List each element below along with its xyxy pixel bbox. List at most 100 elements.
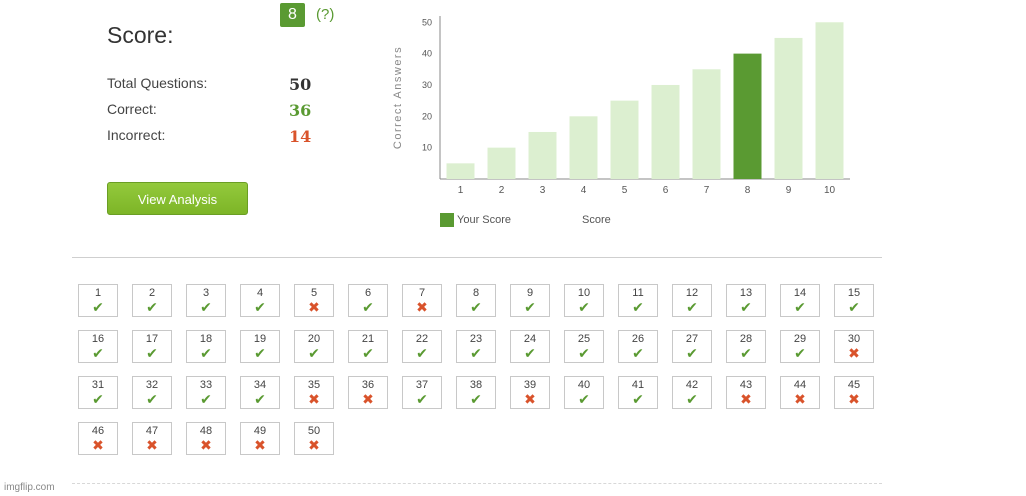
question-box[interactable]: 26 ✔ xyxy=(618,330,658,363)
question-box[interactable]: 25 ✔ xyxy=(564,330,604,363)
question-number: 19 xyxy=(253,333,267,345)
cross-icon: ✖ xyxy=(848,345,860,361)
total-questions-value: 50 xyxy=(289,75,312,94)
view-analysis-button[interactable]: View Analysis xyxy=(107,182,248,215)
question-box[interactable]: 30 ✖ xyxy=(834,330,874,363)
question-number: 15 xyxy=(847,287,861,299)
question-number: 33 xyxy=(199,379,213,391)
question-box[interactable]: 5 ✖ xyxy=(294,284,334,317)
question-box[interactable]: 3 ✔ xyxy=(186,284,226,317)
question-box[interactable]: 14 ✔ xyxy=(780,284,820,317)
question-box[interactable]: 27 ✔ xyxy=(672,330,712,363)
cross-icon: ✖ xyxy=(146,437,158,453)
check-icon: ✔ xyxy=(470,345,482,361)
bar-1 xyxy=(446,163,475,179)
cross-icon: ✖ xyxy=(416,299,428,315)
question-box[interactable]: 29 ✔ xyxy=(780,330,820,363)
check-icon: ✔ xyxy=(146,345,158,361)
question-number: 9 xyxy=(526,287,534,299)
question-box[interactable]: 22 ✔ xyxy=(402,330,442,363)
question-box[interactable]: 44 ✖ xyxy=(780,376,820,409)
cross-icon: ✖ xyxy=(254,437,266,453)
question-box[interactable]: 13 ✔ xyxy=(726,284,766,317)
question-box[interactable]: 2 ✔ xyxy=(132,284,172,317)
question-box[interactable]: 7 ✖ xyxy=(402,284,442,317)
check-icon: ✔ xyxy=(470,299,482,315)
question-box[interactable]: 36 ✖ xyxy=(348,376,388,409)
score-distribution-chart: 10 20 30 40 50 Correct Answers 1 2 3 4 5 6 7 8 9 10 xyxy=(392,16,850,196)
cross-icon: ✖ xyxy=(92,437,104,453)
question-box[interactable]: 49 ✖ xyxy=(240,422,280,455)
bar-3 xyxy=(528,131,557,179)
question-box[interactable]: 4 ✔ xyxy=(240,284,280,317)
cross-icon: ✖ xyxy=(200,437,212,453)
question-box[interactable]: 39 ✖ xyxy=(510,376,550,409)
incorrect-value: 14 xyxy=(289,127,312,146)
question-number: 50 xyxy=(307,425,321,437)
question-number: 31 xyxy=(91,379,105,391)
check-icon: ✔ xyxy=(92,391,104,407)
question-box[interactable]: 40 ✔ xyxy=(564,376,604,409)
question-box[interactable]: 9 ✔ xyxy=(510,284,550,317)
question-box[interactable]: 17 ✔ xyxy=(132,330,172,363)
question-box[interactable]: 24 ✔ xyxy=(510,330,550,363)
question-box[interactable]: 1 ✔ xyxy=(78,284,118,317)
question-box[interactable]: 32 ✔ xyxy=(132,376,172,409)
check-icon: ✔ xyxy=(848,299,860,315)
question-box[interactable]: 16 ✔ xyxy=(78,330,118,363)
question-number: 7 xyxy=(418,287,426,299)
check-icon: ✔ xyxy=(200,391,212,407)
bar-2 xyxy=(487,147,516,179)
check-icon: ✔ xyxy=(794,345,806,361)
question-box[interactable]: 47 ✖ xyxy=(132,422,172,455)
question-box[interactable]: 12 ✔ xyxy=(672,284,712,317)
help-question-mark[interactable]: ? xyxy=(321,6,330,23)
check-icon: ✔ xyxy=(92,299,104,315)
question-box[interactable]: 34 ✔ xyxy=(240,376,280,409)
question-box[interactable]: 38 ✔ xyxy=(456,376,496,409)
check-icon: ✔ xyxy=(524,299,536,315)
question-box[interactable]: 45 ✖ xyxy=(834,376,874,409)
question-box[interactable]: 21 ✔ xyxy=(348,330,388,363)
question-box[interactable]: 18 ✔ xyxy=(186,330,226,363)
check-icon: ✔ xyxy=(578,345,590,361)
question-box[interactable]: 35 ✖ xyxy=(294,376,334,409)
question-box[interactable]: 46 ✖ xyxy=(78,422,118,455)
cross-icon: ✖ xyxy=(362,391,374,407)
question-box[interactable]: 41 ✔ xyxy=(618,376,658,409)
question-number: 14 xyxy=(793,287,807,299)
question-box[interactable]: 50 ✖ xyxy=(294,422,334,455)
question-box[interactable]: 23 ✔ xyxy=(456,330,496,363)
question-box[interactable]: 10 ✔ xyxy=(564,284,604,317)
question-number: 11 xyxy=(632,287,644,299)
x-tick-label: 4 xyxy=(581,185,587,196)
help-link[interactable]: (?) xyxy=(316,6,335,23)
question-box[interactable]: 43 ✖ xyxy=(726,376,766,409)
y-tick-label: 50 xyxy=(422,17,432,27)
question-box[interactable]: 8 ✔ xyxy=(456,284,496,317)
question-box[interactable]: 20 ✔ xyxy=(294,330,334,363)
question-box[interactable]: 6 ✔ xyxy=(348,284,388,317)
question-number: 39 xyxy=(523,379,537,391)
question-number: 16 xyxy=(91,333,105,345)
check-icon: ✔ xyxy=(254,345,266,361)
check-icon: ✔ xyxy=(200,299,212,315)
question-box[interactable]: 42 ✔ xyxy=(672,376,712,409)
question-box[interactable]: 37 ✔ xyxy=(402,376,442,409)
x-tick-label: 9 xyxy=(786,185,792,196)
check-icon: ✔ xyxy=(146,391,158,407)
question-number: 36 xyxy=(361,379,375,391)
question-box[interactable]: 48 ✖ xyxy=(186,422,226,455)
question-box[interactable]: 28 ✔ xyxy=(726,330,766,363)
question-box[interactable]: 19 ✔ xyxy=(240,330,280,363)
check-icon: ✔ xyxy=(416,391,428,407)
question-number: 2 xyxy=(148,287,156,299)
total-questions-label: Total Questions: xyxy=(107,75,208,91)
question-box[interactable]: 33 ✔ xyxy=(186,376,226,409)
question-box[interactable]: 11 ✔ xyxy=(618,284,658,317)
question-number: 6 xyxy=(364,287,372,299)
y-axis-label: Correct Answers xyxy=(392,46,404,149)
question-number: 49 xyxy=(253,425,267,437)
question-box[interactable]: 15 ✔ xyxy=(834,284,874,317)
question-box[interactable]: 31 ✔ xyxy=(78,376,118,409)
